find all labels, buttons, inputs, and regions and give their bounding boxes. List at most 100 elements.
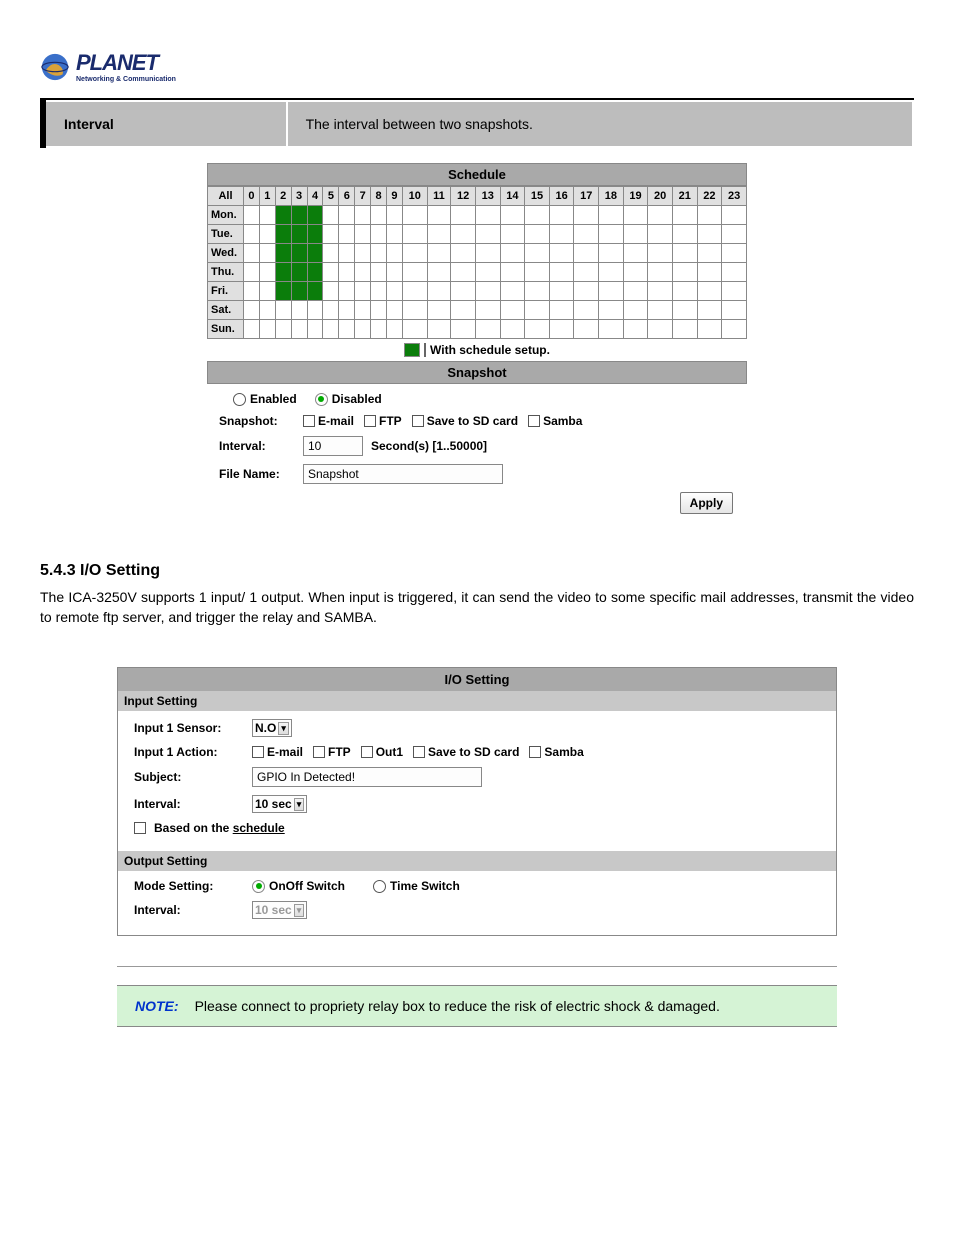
schedule-cell[interactable]	[623, 320, 648, 339]
schedule-cell[interactable]	[697, 301, 722, 320]
schedule-cell[interactable]	[722, 206, 747, 225]
schedule-cell[interactable]	[244, 282, 260, 301]
schedule-cell[interactable]	[574, 206, 599, 225]
schedule-cell[interactable]	[371, 320, 387, 339]
schedule-cell[interactable]	[402, 320, 427, 339]
schedule-cell[interactable]	[307, 263, 323, 282]
schedule-cell[interactable]	[427, 282, 451, 301]
schedule-cell[interactable]	[697, 263, 722, 282]
schedule-cell[interactable]	[475, 263, 500, 282]
interval-select[interactable]: 10 sec ▾	[252, 795, 307, 813]
schedule-cell[interactable]	[259, 263, 275, 282]
enabled-radio[interactable]: Enabled	[233, 392, 297, 406]
schedule-cell[interactable]	[307, 282, 323, 301]
schedule-cell[interactable]	[574, 320, 599, 339]
schedule-cell[interactable]	[387, 320, 403, 339]
schedule-cell[interactable]	[722, 282, 747, 301]
based-checkbox[interactable]	[134, 822, 146, 834]
sensor-select[interactable]: N.O ▾	[252, 719, 292, 737]
schedule-cell[interactable]	[549, 301, 574, 320]
schedule-cell[interactable]	[500, 225, 525, 244]
schedule-cell[interactable]	[599, 263, 624, 282]
schedule-cell[interactable]	[672, 263, 697, 282]
schedule-cell[interactable]	[475, 320, 500, 339]
schedule-cell[interactable]	[623, 225, 648, 244]
schedule-cell[interactable]	[387, 301, 403, 320]
schedule-cell[interactable]	[323, 206, 339, 225]
schedule-cell[interactable]	[244, 206, 260, 225]
schedule-cell[interactable]	[525, 282, 550, 301]
schedule-cell[interactable]	[387, 263, 403, 282]
schedule-cell[interactable]	[323, 320, 339, 339]
schedule-cell[interactable]	[371, 225, 387, 244]
schedule-cell[interactable]	[371, 206, 387, 225]
check-e-mail[interactable]: E-mail	[252, 745, 303, 759]
schedule-cell[interactable]	[244, 225, 260, 244]
schedule-cell[interactable]	[307, 206, 323, 225]
schedule-cell[interactable]	[599, 301, 624, 320]
interval-input[interactable]	[303, 436, 363, 456]
schedule-cell[interactable]	[259, 301, 275, 320]
schedule-cell[interactable]	[339, 225, 355, 244]
schedule-cell[interactable]	[672, 301, 697, 320]
schedule-grid[interactable]: All0123456789101112131415161718192021222…	[207, 186, 747, 339]
schedule-cell[interactable]	[672, 282, 697, 301]
schedule-cell[interactable]	[475, 301, 500, 320]
schedule-cell[interactable]	[722, 225, 747, 244]
schedule-cell[interactable]	[339, 301, 355, 320]
schedule-cell[interactable]	[672, 244, 697, 263]
schedule-cell[interactable]	[599, 225, 624, 244]
schedule-cell[interactable]	[574, 301, 599, 320]
schedule-cell[interactable]	[722, 301, 747, 320]
schedule-cell[interactable]	[259, 206, 275, 225]
disabled-radio[interactable]: Disabled	[315, 392, 382, 406]
schedule-cell[interactable]	[500, 301, 525, 320]
schedule-cell[interactable]	[549, 282, 574, 301]
schedule-cell[interactable]	[371, 301, 387, 320]
schedule-cell[interactable]	[427, 206, 451, 225]
apply-button[interactable]: Apply	[680, 492, 733, 514]
schedule-cell[interactable]	[697, 320, 722, 339]
schedule-cell[interactable]	[722, 320, 747, 339]
schedule-cell[interactable]	[427, 320, 451, 339]
schedule-cell[interactable]	[648, 301, 673, 320]
schedule-cell[interactable]	[451, 263, 476, 282]
schedule-cell[interactable]	[355, 320, 371, 339]
schedule-cell[interactable]	[291, 282, 307, 301]
schedule-cell[interactable]	[427, 225, 451, 244]
schedule-cell[interactable]	[339, 244, 355, 263]
schedule-cell[interactable]	[697, 206, 722, 225]
schedule-cell[interactable]	[451, 320, 476, 339]
schedule-cell[interactable]	[525, 320, 550, 339]
schedule-cell[interactable]	[307, 320, 323, 339]
schedule-cell[interactable]	[525, 206, 550, 225]
schedule-cell[interactable]	[355, 301, 371, 320]
schedule-cell[interactable]	[500, 320, 525, 339]
check-samba[interactable]: Samba	[529, 745, 583, 759]
subject-input[interactable]	[252, 767, 482, 787]
schedule-cell[interactable]	[623, 282, 648, 301]
schedule-cell[interactable]	[697, 225, 722, 244]
check-e-mail[interactable]: E-mail	[303, 414, 354, 428]
schedule-cell[interactable]	[402, 263, 427, 282]
schedule-cell[interactable]	[259, 320, 275, 339]
schedule-cell[interactable]	[355, 206, 371, 225]
schedule-cell[interactable]	[451, 206, 476, 225]
schedule-cell[interactable]	[291, 320, 307, 339]
schedule-cell[interactable]	[291, 225, 307, 244]
schedule-cell[interactable]	[623, 244, 648, 263]
schedule-cell[interactable]	[402, 301, 427, 320]
schedule-cell[interactable]	[648, 320, 673, 339]
schedule-cell[interactable]	[525, 263, 550, 282]
schedule-cell[interactable]	[244, 244, 260, 263]
filename-input[interactable]	[303, 464, 503, 484]
schedule-cell[interactable]	[451, 301, 476, 320]
schedule-cell[interactable]	[672, 225, 697, 244]
check-samba[interactable]: Samba	[528, 414, 582, 428]
schedule-cell[interactable]	[475, 225, 500, 244]
schedule-cell[interactable]	[355, 225, 371, 244]
schedule-cell[interactable]	[549, 225, 574, 244]
schedule-cell[interactable]	[697, 282, 722, 301]
schedule-cell[interactable]	[672, 320, 697, 339]
schedule-cell[interactable]	[623, 301, 648, 320]
